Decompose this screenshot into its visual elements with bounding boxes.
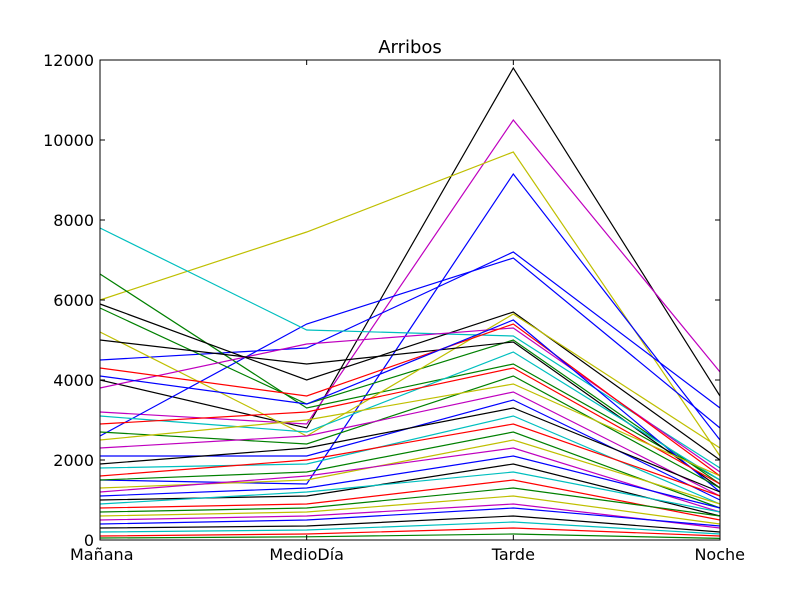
series-line-30 bbox=[99, 479, 721, 521]
series-line-13 bbox=[99, 323, 721, 477]
series-line-31 bbox=[99, 487, 721, 517]
series-line-5 bbox=[99, 257, 721, 437]
series-line-27 bbox=[99, 455, 721, 509]
series-line-26 bbox=[99, 447, 721, 513]
series-line-10 bbox=[99, 313, 721, 449]
series-line-32 bbox=[99, 495, 721, 525]
series-line-8 bbox=[99, 303, 721, 461]
series-line-37 bbox=[99, 527, 721, 537]
series-line-38 bbox=[99, 533, 721, 539]
y-tick-label: 10000 bbox=[43, 131, 94, 150]
x-tick-label: MedioDía bbox=[269, 545, 344, 564]
series-line-0 bbox=[99, 66, 721, 429]
x-axis: Mañana MedioDía Tarde Noche bbox=[70, 60, 745, 564]
x-tick-label: Noche bbox=[694, 545, 745, 564]
y-tick-label: 12000 bbox=[43, 51, 94, 70]
series-line-4 bbox=[99, 251, 721, 409]
series-line-34 bbox=[99, 507, 721, 527]
series-line-18 bbox=[99, 383, 721, 477]
series-line-21 bbox=[99, 407, 721, 493]
series-line-17 bbox=[99, 375, 721, 489]
series-line-29 bbox=[99, 471, 721, 513]
series-line-16 bbox=[99, 367, 721, 485]
series-line-23 bbox=[99, 423, 721, 497]
series-line-2 bbox=[99, 151, 721, 457]
series-line-7 bbox=[99, 273, 721, 481]
chart-title: Arribos bbox=[378, 37, 442, 58]
series-layer bbox=[99, 66, 721, 539]
y-tick-label: 6000 bbox=[53, 291, 94, 310]
y-axis: 0 2000 4000 6000 8000 10000 12000 bbox=[43, 51, 720, 550]
series-line-19 bbox=[99, 391, 721, 497]
x-tick-label: Tarde bbox=[491, 545, 535, 564]
y-tick-label: 0 bbox=[84, 531, 94, 550]
series-line-24 bbox=[99, 431, 721, 509]
series-line-11 bbox=[99, 327, 721, 473]
series-line-14 bbox=[99, 319, 721, 493]
series-line-12 bbox=[99, 339, 721, 489]
y-tick-label: 4000 bbox=[53, 371, 94, 390]
series-line-15 bbox=[99, 351, 721, 481]
series-line-9 bbox=[99, 307, 721, 485]
x-tick-label: Mañana bbox=[70, 545, 134, 564]
series-line-6 bbox=[99, 227, 721, 469]
y-tick-label: 2000 bbox=[53, 451, 94, 470]
series-line-35 bbox=[99, 515, 721, 533]
y-tick-label: 8000 bbox=[53, 211, 94, 230]
series-line-3 bbox=[99, 172, 721, 485]
series-line-36 bbox=[99, 521, 721, 535]
series-line-33 bbox=[99, 503, 721, 529]
